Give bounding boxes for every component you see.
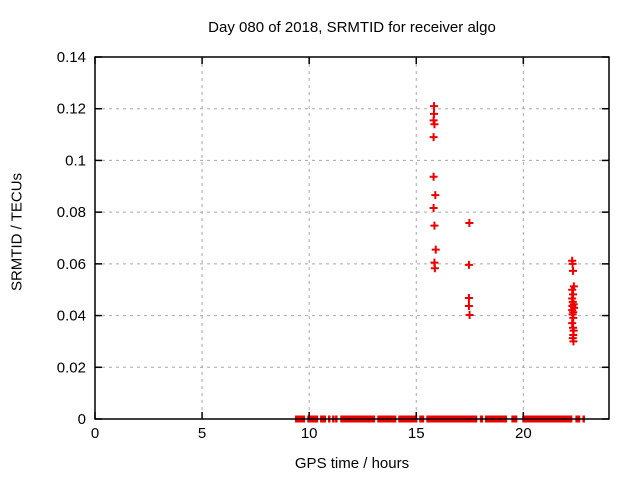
chart-title: Day 080 of 2018, SRMTID for receiver alg… [208, 19, 496, 36]
data-points [429, 102, 579, 346]
data-point-marker [569, 337, 578, 346]
data-point-marker [430, 264, 439, 273]
x-tick-label: 5 [198, 425, 206, 442]
data-point-marker [430, 221, 439, 230]
x-tick-label: 15 [408, 425, 425, 442]
data-point-marker [464, 302, 473, 311]
x-tick-labels: 0 5 10 15 20 [91, 425, 532, 442]
data-point-marker [429, 172, 438, 181]
data-point-marker [431, 245, 440, 254]
x-axis-label: GPS time / hours [294, 455, 410, 472]
data-point-marker [429, 133, 438, 142]
data-point-marker [431, 191, 440, 200]
y-tick-label: 0.08 [57, 204, 86, 221]
plot-border [94, 56, 610, 420]
data-point-marker [569, 313, 578, 322]
data-point-marker [569, 266, 578, 275]
y-tick-label: 0.06 [57, 256, 86, 273]
x-tick-label: 0 [91, 425, 99, 442]
y-tick-label: 0.14 [57, 49, 86, 66]
y-tick-labels: 0 0.02 0.04 0.06 0.08 0.1 0.12 0.14 [57, 49, 86, 428]
data-point-marker [568, 259, 577, 268]
y-tick-label: 0.02 [57, 359, 86, 376]
grid-lines [95, 57, 609, 419]
data-point-marker [465, 311, 474, 320]
data-point-marker [465, 219, 474, 228]
y-tick-label: 0.12 [57, 101, 86, 118]
tick-marks [94, 56, 609, 420]
y-tick-label: 0 [78, 411, 86, 428]
data-point-marker [430, 120, 439, 129]
data-point-marker [429, 204, 438, 213]
data-point-marker [430, 102, 439, 111]
x-tick-label: 20 [515, 425, 532, 442]
x-tick-label: 10 [301, 425, 318, 442]
data-point-marker [464, 260, 473, 269]
y-tick-label: 0.04 [57, 308, 86, 325]
y-tick-label: 0.1 [65, 152, 86, 169]
data-point-marker [464, 293, 473, 302]
